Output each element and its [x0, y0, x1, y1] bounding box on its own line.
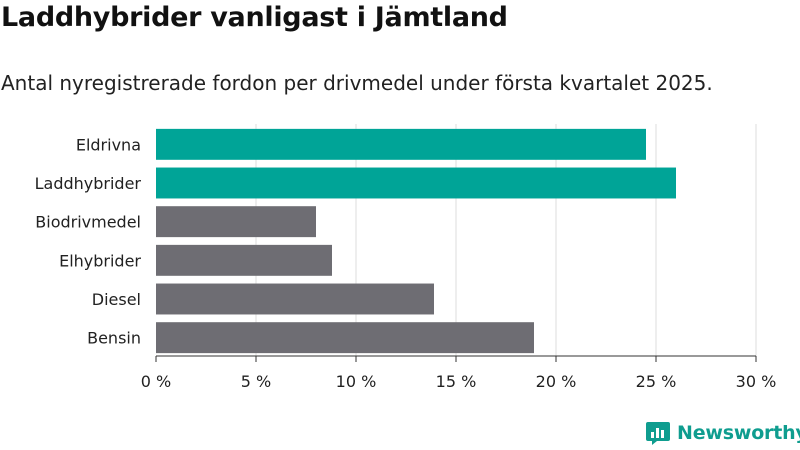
newsworthy-logo-icon [646, 422, 670, 445]
x-tick-label: 0 % [141, 372, 171, 391]
bar [156, 206, 316, 238]
chart-subtitle: Antal nyregistrerade fordon per drivmede… [1, 71, 713, 95]
chart-title: Laddhybrider vanligast i Jämtland [1, 2, 508, 33]
brand-name: Newsworthy [677, 422, 800, 444]
bar [156, 322, 534, 354]
bar [156, 244, 332, 276]
bar [156, 283, 434, 315]
x-tick-label: 30 % [736, 372, 777, 391]
category-label: Eldrivna [76, 135, 141, 154]
bar [156, 167, 676, 199]
x-tick-label: 10 % [336, 372, 377, 391]
category-label: Laddhybrider [35, 174, 142, 193]
category-label: Bensin [87, 329, 141, 348]
bar [156, 128, 646, 160]
x-tick-label: 15 % [436, 372, 477, 391]
category-label: Diesel [92, 290, 141, 309]
x-tick-label: 5 % [241, 372, 271, 391]
newsworthy-logo: Newsworthy [645, 420, 800, 446]
category-label: Elhybrider [59, 251, 141, 270]
x-tick-label: 20 % [536, 372, 577, 391]
category-label: Biodrivmedel [35, 213, 141, 232]
x-tick-label: 25 % [636, 372, 677, 391]
